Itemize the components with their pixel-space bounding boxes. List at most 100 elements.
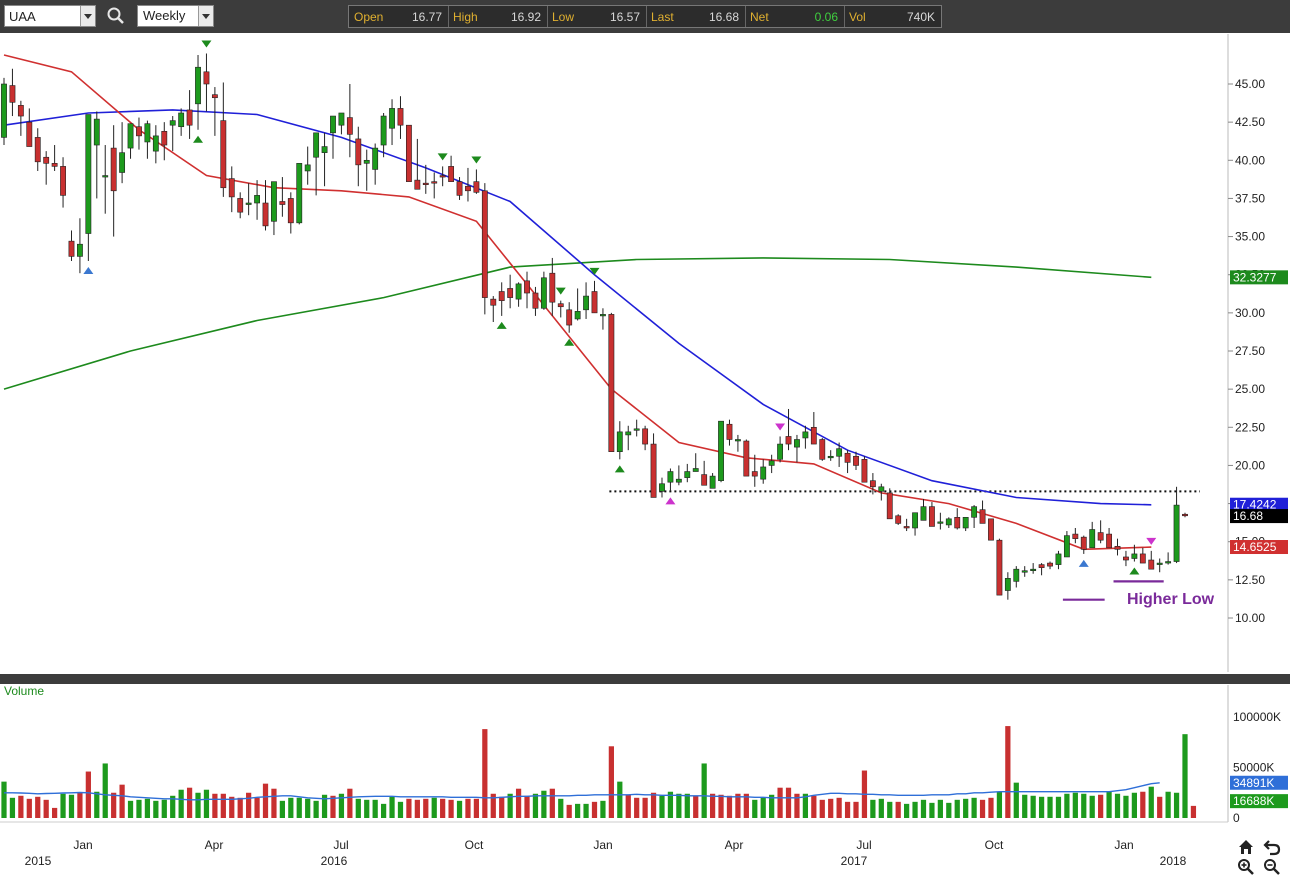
candle-body	[1013, 568, 1020, 582]
candle	[1047, 561, 1053, 570]
volume-bar	[752, 799, 758, 818]
volume-bar	[355, 798, 361, 818]
candle	[971, 505, 978, 528]
candle	[1030, 563, 1037, 574]
candle-body	[93, 118, 100, 146]
candle	[557, 300, 564, 318]
volume-bar	[625, 794, 631, 818]
volume-tick-label: 50000K	[1233, 761, 1274, 775]
candle	[1173, 486, 1180, 564]
volume-bar	[895, 801, 901, 818]
year-label: 2018	[1160, 854, 1187, 868]
candle-body	[85, 114, 92, 234]
price-tick-label: 42.50	[1235, 115, 1265, 129]
quote-value: 740K	[906, 10, 935, 24]
home-icon[interactable]	[1237, 838, 1255, 856]
candle	[1021, 566, 1028, 577]
volume-bar	[220, 793, 226, 818]
search-icon[interactable]	[106, 6, 126, 26]
candle-body	[169, 120, 176, 126]
candle	[60, 157, 66, 208]
candle	[692, 453, 699, 472]
candle-body	[642, 428, 649, 445]
candle-body	[473, 181, 480, 193]
candle	[642, 425, 649, 451]
quote-label: Vol	[849, 10, 866, 24]
candle	[684, 463, 691, 483]
candle	[777, 436, 784, 463]
candle-body	[1038, 564, 1045, 568]
candle	[1072, 527, 1079, 544]
candle-body	[1106, 533, 1112, 549]
candle-body	[937, 521, 944, 524]
volume-bar	[701, 763, 707, 818]
volume-bar	[1123, 795, 1129, 818]
volume-bar	[532, 793, 539, 818]
volume-bar	[785, 787, 792, 818]
swing-low-marker	[614, 465, 625, 473]
panel-divider[interactable]	[0, 674, 1290, 684]
candle-body	[886, 492, 893, 520]
candle-body	[836, 448, 843, 457]
candle	[43, 151, 50, 185]
candle-body	[827, 455, 834, 459]
volume-bar	[1106, 791, 1112, 818]
volume-bar	[760, 797, 766, 818]
candle-body	[60, 166, 66, 196]
candle	[397, 96, 404, 139]
volume-bar	[254, 797, 260, 818]
volume-bar	[828, 798, 834, 818]
quote-label: Last	[651, 10, 674, 24]
volume-bar	[1047, 796, 1053, 818]
volume-bar	[153, 800, 159, 818]
volume-bar	[85, 771, 91, 818]
volume-bar	[844, 801, 851, 818]
volume-bar	[94, 791, 100, 818]
candle	[1080, 535, 1087, 554]
volume-bar	[904, 803, 910, 818]
candle-body	[178, 112, 185, 128]
candle	[1182, 512, 1188, 518]
candle	[1038, 563, 1045, 576]
candle	[51, 145, 58, 171]
volume-bar	[279, 800, 285, 818]
candle	[110, 125, 117, 237]
candle	[810, 412, 817, 445]
candle-body	[1148, 559, 1155, 570]
candle	[600, 308, 606, 330]
symbol-dropdown-button[interactable]	[80, 6, 95, 26]
candle-body	[726, 423, 733, 440]
candle	[254, 180, 260, 220]
volume-bar	[296, 797, 302, 818]
ma-200-line	[3, 257, 1152, 390]
candle	[178, 108, 185, 136]
quote-cell-low: Low 16.57	[547, 6, 647, 27]
ma-value-tag-label: 16.68	[1233, 509, 1263, 523]
undo-icon[interactable]	[1263, 838, 1281, 856]
candle-body	[1030, 568, 1037, 572]
quote-label: Open	[354, 10, 384, 24]
volume-bar	[440, 798, 446, 818]
candle-body	[929, 506, 935, 527]
zoom-in-icon[interactable]	[1237, 858, 1255, 876]
month-label: Jul	[333, 838, 348, 852]
volume-ma-line	[4, 782, 1160, 801]
interval-dropdown-button[interactable]	[198, 6, 213, 26]
interval-select[interactable]: Weekly	[137, 5, 214, 27]
ma-20-line	[3, 54, 1152, 551]
symbol-input[interactable]: UAA	[4, 5, 96, 27]
zoom-out-icon[interactable]	[1263, 858, 1281, 876]
volume-bar	[347, 788, 353, 818]
volume-bar	[161, 799, 167, 818]
candle-body	[102, 175, 109, 178]
candle-body	[414, 179, 421, 190]
interval-value: Weekly	[143, 8, 186, 23]
volume-bar	[473, 798, 480, 818]
quote-label: High	[453, 10, 478, 24]
volume-bar	[836, 797, 842, 818]
candle-body	[861, 459, 868, 483]
candle	[338, 112, 345, 135]
candle	[1089, 521, 1096, 549]
candle	[1004, 572, 1011, 600]
